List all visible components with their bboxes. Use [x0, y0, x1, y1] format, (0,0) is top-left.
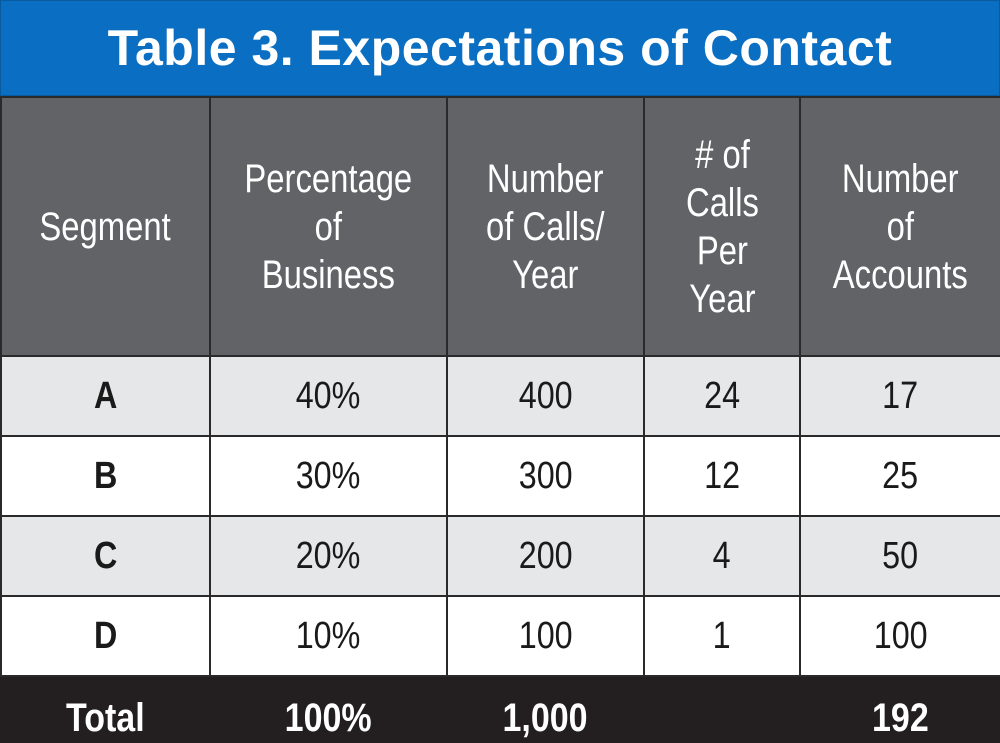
percentage-cell: 10%	[209, 595, 448, 677]
total-calls-year: 1,000	[446, 675, 645, 743]
calls-year-cell: 200	[446, 515, 645, 597]
segment-cell: A	[0, 355, 211, 437]
percentage-cell: 20%	[209, 515, 448, 597]
total-label: Total	[0, 675, 211, 743]
percentage-cell: 40%	[209, 355, 448, 437]
header-percentage-of-business: Percentage of Business	[209, 96, 448, 357]
calls-year-cell: 100	[446, 595, 645, 677]
header-number-of-accounts: Number of Accounts	[799, 96, 1000, 357]
total-accounts: 192	[799, 675, 1000, 743]
contact-expectations-table: Segment Percentage of Business Number of…	[0, 96, 1000, 743]
header-number-of-calls-year: Number of Calls/ Year	[446, 96, 645, 357]
total-calls-per-year	[643, 675, 801, 743]
segment-cell: C	[0, 515, 211, 597]
accounts-cell: 50	[799, 515, 1000, 597]
calls-per-year-cell: 12	[643, 435, 801, 517]
accounts-cell: 100	[799, 595, 1000, 677]
header-segment: Segment	[0, 96, 211, 357]
table-row: B 30% 300 12 25	[0, 435, 1000, 517]
table-row: D 10% 100 1 100	[0, 595, 1000, 677]
total-percentage: 100%	[209, 675, 448, 743]
table-title: Table 3. Expectations of Contact	[0, 0, 1000, 96]
accounts-cell: 17	[799, 355, 1000, 437]
total-row: Total 100% 1,000 192	[0, 675, 1000, 743]
table-row: C 20% 200 4 50	[0, 515, 1000, 597]
calls-year-cell: 300	[446, 435, 645, 517]
calls-per-year-cell: 4	[643, 515, 801, 597]
percentage-cell: 30%	[209, 435, 448, 517]
table-row: A 40% 400 24 17	[0, 355, 1000, 437]
calls-per-year-cell: 1	[643, 595, 801, 677]
header-calls-per-year: # of Calls Per Year	[643, 96, 801, 357]
segment-cell: D	[0, 595, 211, 677]
segment-cell: B	[0, 435, 211, 517]
calls-year-cell: 400	[446, 355, 645, 437]
header-row: Segment Percentage of Business Number of…	[0, 96, 1000, 357]
calls-per-year-cell: 24	[643, 355, 801, 437]
accounts-cell: 25	[799, 435, 1000, 517]
